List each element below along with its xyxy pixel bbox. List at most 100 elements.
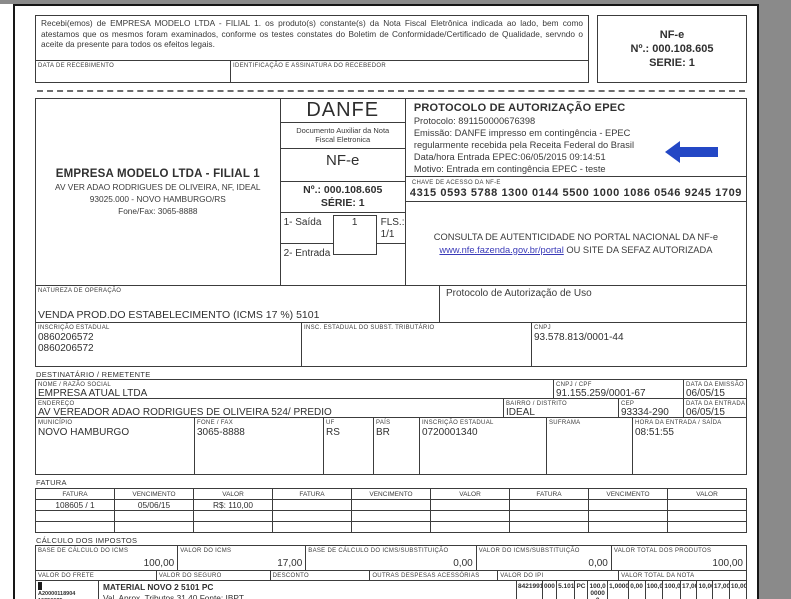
invoice-cell (667, 500, 746, 510)
recipient-name-label: NOME / RAZÃO SOCIAL (38, 382, 112, 388)
freight-label: VALOR DO FRETE (38, 573, 95, 579)
state-registration-label: INSCRIÇÃO ESTADUAL (38, 325, 110, 331)
receipt-stub-box: Recebi(emos) de EMPRESA MODELO LTDA - FI… (35, 15, 589, 83)
entry-date-label: DATA DA ENTRADA / SAÍDA (686, 401, 746, 407)
epec-reason: Motivo: Entrada em contingência EPEC - t… (413, 164, 606, 174)
barcode-mark-icon (38, 582, 42, 590)
invoice-data-row: 108605 / 1 05/06/15 R$: 110,00 (35, 500, 747, 511)
nfe-portal-link[interactable]: www.nfe.fazenda.gov.br/portal (439, 244, 564, 255)
authenticity-line2-rest: OU SITE DA SEFAZ AUTORIZADA (566, 244, 713, 255)
icms-value-value: 17,00 (277, 558, 303, 569)
recipient-row-3: MUNICÍPIO NOVO HAMBURGO FONE / FAX 3065-… (35, 417, 747, 475)
invoice-cell (430, 500, 509, 510)
other-expenses-cell: OUTRAS DESPESAS ACESSÓRIAS (369, 571, 497, 580)
recipient-address-value: AV VEREADOR ADAO RODRIGUES DE OLIVEIRA 5… (38, 407, 332, 417)
authenticity-line2: www.nfe.fazenda.gov.br/portal OU SITE DA… (439, 244, 712, 257)
icms-st-base-value: 0,00 (453, 558, 473, 569)
product-ipi-rate: 10,00% (728, 581, 746, 599)
note-total-cell: VALOR TOTAL DA NOTA (618, 571, 746, 580)
district-cell: BAIRRO / DISTRITO IDEAL (503, 399, 618, 417)
recipient-cnpj-label: CNPJ / CPF (556, 382, 592, 388)
access-key-row: CHAVE DE ACESSO DA NF-E 4315 0593 5788 1… (405, 177, 746, 202)
product-unit: PC (573, 581, 587, 599)
product-code-line1: A20000118904 (38, 591, 76, 597)
operation-type-box: 1 (332, 215, 377, 255)
receipt-date-cell: DATA DE RECEBIMENTO (36, 61, 231, 82)
state-registration-value-2: 0860206572 (38, 343, 94, 354)
invoice-data-row (35, 511, 747, 522)
operation-nature-row: NATUREZA DE OPERAÇÃO VENDA PROD.DO ESTAB… (35, 285, 747, 323)
stub-nfe-title: NF-e (659, 29, 685, 41)
tax-row-1: BASE DE CÁLCULO DO ICMS 100,00 VALOR DO … (35, 545, 747, 571)
icms-base-cell: BASE DE CÁLCULO DO ICMS 100,00 (36, 546, 177, 570)
entry-date-cell: DATA DA ENTRADA / SAÍDA 06/05/15 (683, 399, 746, 417)
epec-protocol-number: Protocolo: 891150000676398 (413, 116, 536, 126)
entry-time-label: HORA DA ENTRADA / SAÍDA (635, 420, 722, 426)
recipient-name-value: EMPRESA ATUAL LTDA (38, 388, 148, 398)
invoice-cell (36, 511, 114, 521)
danfe-document-page: Recebi(emos) de EMPRESA MODELO LTDA - FI… (13, 4, 759, 599)
uf-label: UF (326, 420, 335, 426)
uf-value: RS (326, 427, 340, 438)
product-icms-value: 17,00 (679, 581, 696, 599)
danfe-number-series: Nº.: 000.108.605 SÉRIE: 1 (280, 182, 405, 213)
tax-row-2: VALOR DO FRETE VALOR DO SEGURO DESCONTO … (35, 570, 747, 581)
invoice-cell (193, 511, 272, 521)
invoice-cell (351, 511, 430, 521)
icms-st-value-cell: VALOR DO ICMS/SUBSTITUIÇÃO 0,00 (475, 546, 611, 570)
other-expenses-label: OUTRAS DESPESAS ACESSÓRIAS (372, 573, 480, 579)
receipt-signature-row: DATA DE RECEBIMENTO IDENTIFICAÇÃO E ASSI… (36, 60, 588, 82)
tax-section-title: CÁLCULO DOS IMPOSTOS (36, 536, 138, 545)
discount-cell: DESCONTO (269, 571, 370, 580)
invoice-header: FATURA (509, 489, 588, 499)
invoice-header: FATURA (272, 489, 351, 499)
country-value: BR (376, 427, 390, 438)
access-key-label: CHAVE DE ACESSO DA NF-E (411, 180, 501, 186)
issuer-name: EMPRESA MODELO LTDA - FILIAL 1 (55, 168, 260, 180)
recipient-address-cell: ENDEREÇO AV VEREADOR ADAO RODRIGUES DE O… (36, 399, 503, 417)
recipient-address-label: ENDEREÇO (38, 401, 75, 407)
invoice-cell (667, 511, 746, 521)
country-cell: PAÍS BR (373, 418, 419, 474)
invoice-data-row (35, 522, 747, 533)
stub-nfe-box: NF-e Nº.: 000.108.605 SERIE: 1 (597, 15, 747, 83)
invoice-cell (272, 522, 351, 532)
danfe-nfe-label: NF-e (280, 149, 405, 182)
danfe-title: DANFE (280, 99, 405, 123)
icms-base-label: BASE DE CÁLCULO DO ICMS (38, 548, 129, 554)
insurance-label: VALOR DO SEGURO (158, 573, 222, 579)
district-value: IDEAL (506, 407, 535, 417)
invoice-cell (36, 522, 114, 532)
authenticity-check-box: CONSULTA DE AUTENTICIDADE NO PORTAL NACI… (406, 202, 746, 285)
entrada-option-label: 2- Entrada (283, 248, 331, 259)
issuer-cnpj-cell: CNPJ 93.578.813/0001-44 (531, 323, 746, 366)
stub-nfe-number: Nº.: 000.108.605 (630, 43, 714, 55)
invoice-header: VENCIMENTO (114, 489, 193, 499)
cep-cell: CEP 93334-290 (618, 399, 683, 417)
product-description: MATERIAL NOVO 2 5101 PC (103, 582, 214, 592)
municipality-cell: MUNICÍPIO NOVO HAMBURGO (36, 418, 194, 474)
invoice-header-row: FATURA VENCIMENTO VALOR FATURA VENCIMENT… (35, 488, 747, 500)
tear-line-separator (37, 90, 745, 92)
operation-type-area: 1- Saída 1 FLS.: 1/1 2- Entrada (280, 213, 405, 285)
authenticity-line1: CONSULTA DE AUTENTICIDADE NO PORTAL NACI… (433, 231, 719, 242)
invoice-cell (667, 522, 746, 532)
epec-datetime: Data/hora Entrada EPEC:06/05/2015 09:14:… (413, 152, 606, 162)
municipality-value: NOVO HAMBURGO (38, 427, 130, 438)
product-description-cell: MATERIAL NOVO 2 5101 PC Val. Aprox. Trib… (98, 581, 516, 599)
suframa-cell: SUFRAMA (546, 418, 632, 474)
saida-option-label: 1- Saída (283, 217, 322, 228)
freight-cell: VALOR DO FRETE (36, 571, 156, 580)
product-cst: 000 (541, 581, 556, 599)
issuer-city: 93025.000 - NOVO HAMBURGO/RS (89, 194, 226, 204)
note-total-label: VALOR TOTAL DA NOTA (621, 573, 695, 579)
phone-label: FONE / FAX (197, 420, 234, 426)
municipality-label: MUNICÍPIO (38, 420, 73, 426)
receipt-signature-label: IDENTIFICAÇÃO E ASSINATURA DO RECEBEDOR (233, 63, 386, 69)
invoice-cell (509, 511, 588, 521)
epec-protocol-title: PROTOCOLO DE AUTORIZAÇÃO EPEC (413, 102, 626, 114)
emission-date-label: DATA DA EMISSÃO (686, 382, 744, 388)
product-discount-value: 0,00 (628, 581, 645, 599)
invoice-cell: 108605 / 1 (55, 500, 95, 510)
uf-cell: UF RS (323, 418, 373, 474)
